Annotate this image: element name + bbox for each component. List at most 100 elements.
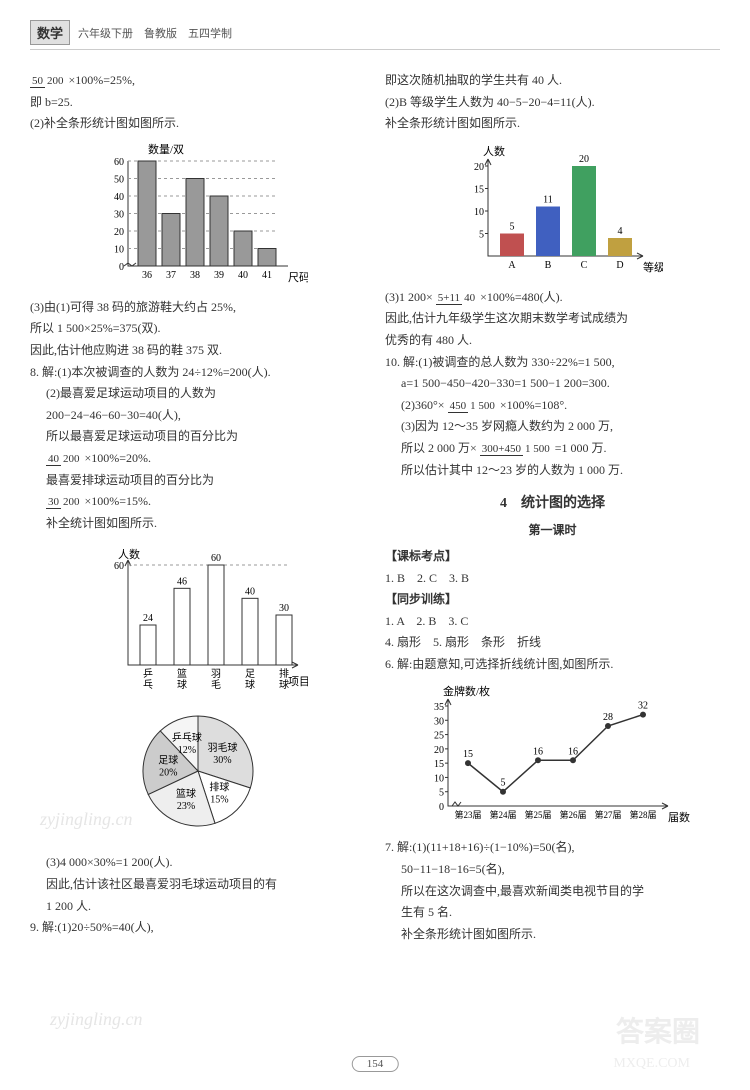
text-line: (2)补全条形统计图如图所示.: [30, 113, 365, 135]
svg-text:0: 0: [119, 262, 124, 273]
svg-text:16: 16: [533, 747, 543, 758]
svg-text:第23届: 第23届: [454, 809, 481, 820]
svg-text:60: 60: [114, 561, 124, 572]
svg-text:41: 41: [262, 270, 272, 281]
svg-text:40: 40: [238, 270, 248, 281]
text-line: 优秀的有 480 人.: [385, 330, 720, 352]
svg-text:15: 15: [434, 760, 444, 771]
svg-text:数量/双: 数量/双: [148, 143, 184, 156]
page-number: 154: [352, 1056, 399, 1072]
svg-text:40: 40: [114, 192, 124, 203]
text-line: 即 b=25.: [30, 92, 365, 114]
svg-text:30: 30: [434, 717, 444, 728]
svg-text:第24届: 第24届: [489, 809, 516, 820]
svg-text:篮球: 篮球: [175, 787, 195, 800]
tag-tbxl: 【同步训练】: [385, 589, 720, 611]
text-line: (2)B 等级学生人数为 40−5−20−4=11(人).: [385, 92, 720, 114]
svg-text:28: 28: [603, 712, 613, 723]
left-column: 50200 ×100%=25%, 即 b=25. (2)补全条形统计图如图所示.…: [30, 70, 365, 945]
svg-text:毛: 毛: [211, 679, 221, 690]
text-line: 8. 解:(1)本次被调查的人数为 24÷12%=200(人).: [30, 362, 365, 384]
text-line: 因此,估计该社区最喜爱羽毛球运动项目的有: [46, 874, 365, 896]
text-line: 7. 解:(1)(11+18+16)÷(1−10%)=50(名),: [385, 837, 720, 859]
svg-text:5: 5: [509, 221, 514, 232]
text-line: 生有 5 名.: [401, 902, 720, 924]
svg-text:第26届: 第26届: [559, 809, 586, 820]
svg-text:23%: 23%: [176, 801, 194, 812]
line-chart-medals: 金牌数/枚 51015202530350第23届第24届第25届第26届第27届…: [413, 681, 693, 831]
svg-text:第27届: 第27届: [594, 809, 621, 820]
svg-text:第28届: 第28届: [629, 809, 656, 820]
svg-text:5: 5: [479, 229, 484, 240]
text-line: 所以最喜爱足球运动项目的百分比为: [46, 426, 365, 448]
svg-text:项目: 项目: [288, 675, 308, 688]
svg-text:30: 30: [279, 603, 289, 614]
svg-text:A: A: [508, 260, 516, 271]
svg-text:20%: 20%: [159, 768, 177, 779]
svg-text:10: 10: [474, 207, 484, 218]
svg-text:15: 15: [474, 184, 484, 195]
svg-text:39: 39: [214, 270, 224, 281]
svg-text:足球: 足球: [158, 754, 178, 767]
text-line: 1 200 人.: [46, 896, 365, 918]
bar-chart-grades: 人数 51015205A11B20C4D 等级: [443, 141, 663, 281]
subject-badge: 数学: [30, 20, 70, 45]
svg-text:15: 15: [463, 750, 473, 761]
svg-text:4: 4: [617, 226, 622, 237]
text-line: 4. 扇形 5. 扇形 条形 折线: [385, 632, 720, 654]
bar-chart-shoes: 数量/双 1020304050600363738394041 尺码/码: [88, 141, 308, 291]
text-line: 10. 解:(1)被调查的总人数为 330÷22%=1 500,: [385, 352, 720, 374]
text-line: 50200 ×100%=25%,: [30, 70, 365, 92]
text-line: 50−11−18−16=5(名),: [401, 859, 720, 881]
svg-text:D: D: [616, 260, 623, 271]
svg-text:5: 5: [439, 788, 444, 799]
svg-text:乒: 乒: [143, 667, 153, 680]
svg-text:B: B: [544, 260, 551, 271]
svg-text:25: 25: [434, 731, 444, 742]
text-line: 因此,估计他应购进 38 码的鞋 375 双.: [30, 340, 365, 362]
svg-text:人数: 人数: [483, 145, 505, 158]
svg-text:尺码/码: 尺码/码: [288, 271, 308, 284]
svg-text:等级: 等级: [643, 260, 663, 274]
svg-text:60: 60: [114, 157, 124, 168]
svg-text:篮: 篮: [177, 667, 187, 680]
svg-text:10: 10: [434, 774, 444, 785]
text-line: 9. 解:(1)20÷50%=40(人),: [30, 917, 365, 939]
text-line: 最喜爱排球运动项目的百分比为: [46, 470, 365, 492]
text-line: (2)360°× 4501 500 ×100%=108°.: [401, 395, 720, 417]
svg-text:羽毛球: 羽毛球: [207, 742, 237, 755]
text-line: 因此,估计九年级学生这次期末数学考试成绩为: [385, 308, 720, 330]
svg-text:46: 46: [177, 577, 187, 588]
svg-text:5: 5: [500, 778, 505, 789]
svg-text:球: 球: [245, 678, 255, 690]
svg-text:20: 20: [434, 745, 444, 756]
text-line: a=1 500−450−420−330=1 500−1 200=300.: [401, 373, 720, 395]
svg-text:20: 20: [474, 162, 484, 173]
svg-text:12%: 12%: [177, 745, 195, 756]
svg-text:C: C: [580, 260, 587, 271]
svg-text:30%: 30%: [213, 756, 231, 767]
text-line: 40200 ×100%=20%.: [46, 448, 365, 470]
svg-text:38: 38: [190, 270, 200, 281]
grade-text: 六年级下册 鲁教版 五四学制: [78, 25, 232, 41]
svg-text:届数: 届数: [668, 811, 690, 824]
content-columns: 50200 ×100%=25%, 即 b=25. (2)补全条形统计图如图所示.…: [30, 70, 720, 945]
svg-text:20: 20: [114, 227, 124, 238]
text-line: (3)4 000×30%=1 200(人).: [46, 852, 365, 874]
watermark: zyjingling.cn: [50, 1009, 143, 1030]
text-line: 1. B 2. C 3. B: [385, 568, 720, 590]
watermark: 答案圈: [616, 1010, 700, 1050]
text-line: 补全条形统计图如图所示.: [401, 924, 720, 946]
text-line: 补全统计图如图所示.: [46, 513, 365, 535]
svg-text:金牌数/枚: 金牌数/枚: [443, 684, 490, 698]
section-title: 4 统计图的选择: [385, 491, 720, 516]
text-line: 所以估计其中 12～23 岁的人数为 1 000 万.: [401, 460, 720, 482]
svg-text:16: 16: [568, 747, 578, 758]
text-line: 即这次随机抽取的学生共有 40 人.: [385, 70, 720, 92]
svg-text:50: 50: [114, 174, 124, 185]
text-line: 200−24−46−60−30=40(人),: [46, 405, 365, 427]
svg-text:30: 30: [114, 209, 124, 220]
svg-text:37: 37: [166, 270, 176, 281]
text-line: 补全条形统计图如图所示.: [385, 113, 720, 135]
svg-text:乒乓球: 乒乓球: [171, 731, 201, 744]
